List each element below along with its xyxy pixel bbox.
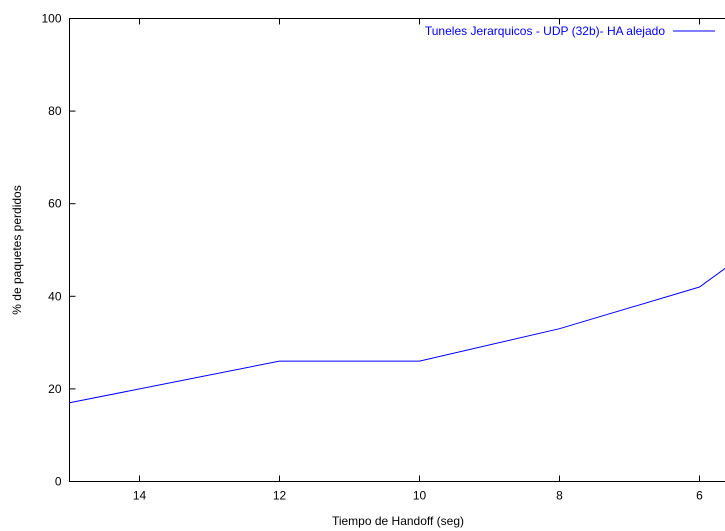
y-tick-label: 0 xyxy=(55,475,62,489)
x-tick-label: 12 xyxy=(273,489,287,503)
legend-label: Tuneles Jerarquicos - UDP (32b)- HA alej… xyxy=(425,24,665,38)
x-axis-label: Tiempo de Handoff (seg) xyxy=(332,514,464,528)
x-tick-label: 14 xyxy=(133,489,147,503)
x-tick-label: 8 xyxy=(556,489,563,503)
y-tick-label: 80 xyxy=(48,104,62,118)
series-line xyxy=(69,267,725,404)
x-tick-label: 10 xyxy=(413,489,427,503)
x-axis: 14 12 10 8 6 xyxy=(133,18,703,503)
x-tick-label: 6 xyxy=(696,489,703,503)
y-tick-label: 20 xyxy=(48,382,62,396)
y-tick-label: 40 xyxy=(48,289,62,303)
y-tick-label: 60 xyxy=(48,197,62,211)
y-tick-label: 100 xyxy=(41,12,61,26)
y-axis-label: % de paquetes perdidos xyxy=(10,185,24,314)
plot-frame xyxy=(69,18,725,482)
series-layer xyxy=(69,267,725,404)
legend: Tuneles Jerarquicos - UDP (32b)- HA alej… xyxy=(425,24,715,38)
y-axis: 0 20 40 60 80 100 xyxy=(41,12,76,489)
